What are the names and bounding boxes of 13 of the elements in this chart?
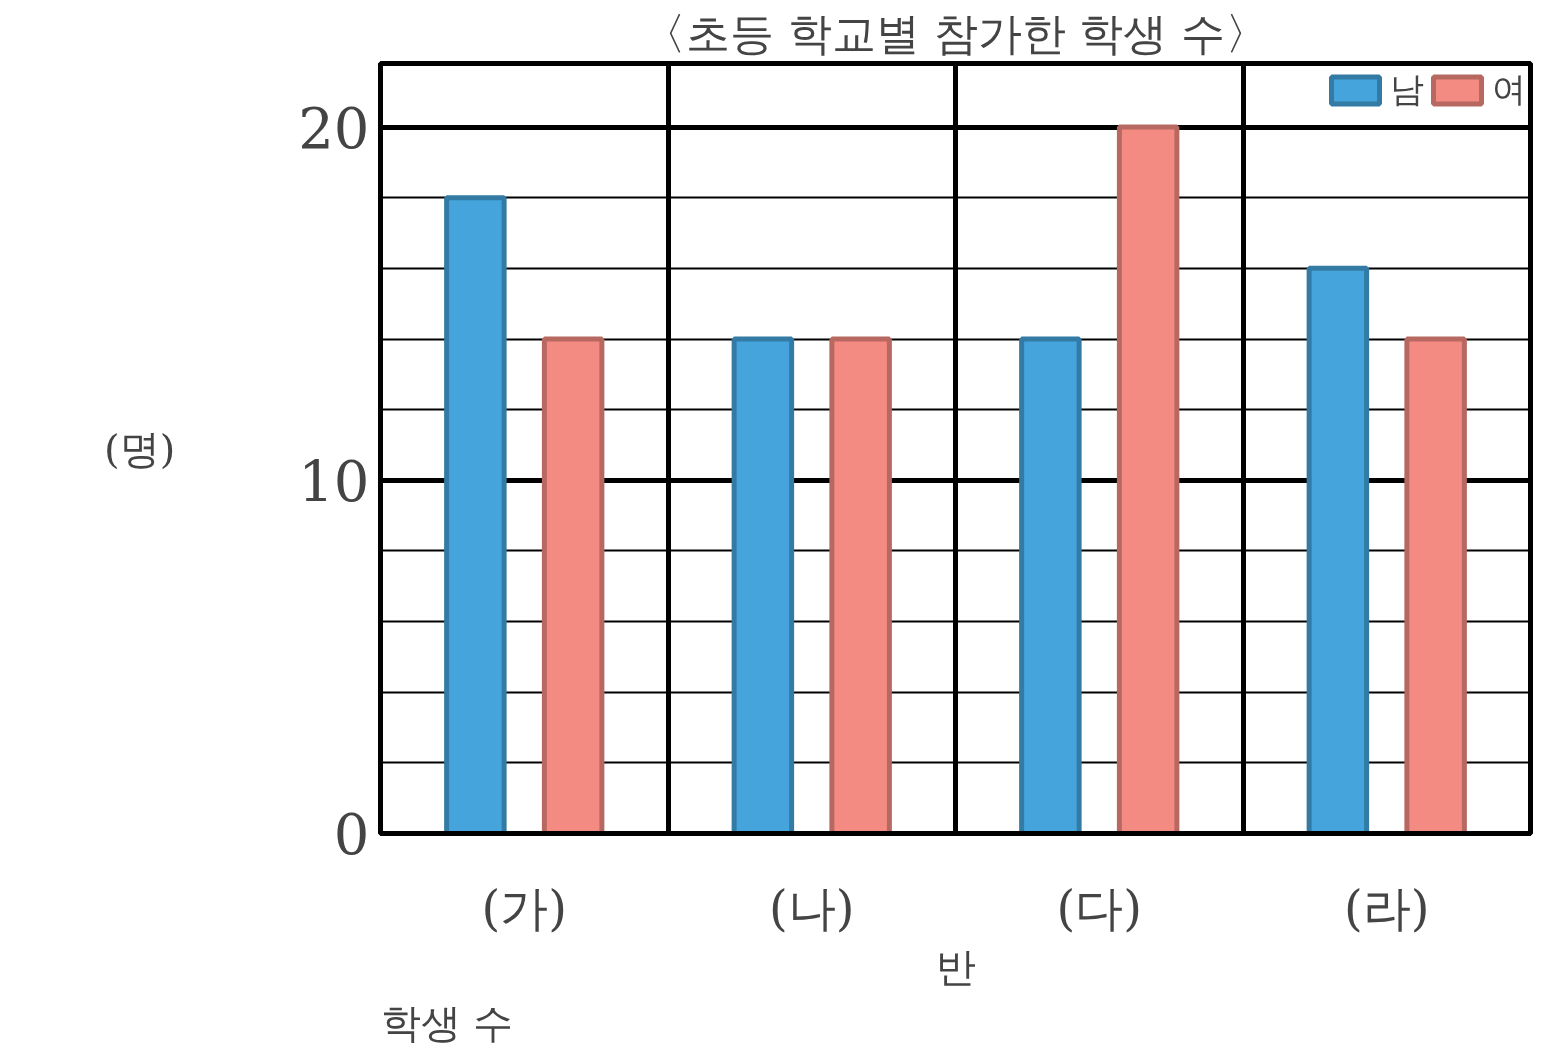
x-tick-label: (가) <box>481 879 567 936</box>
y-tick-label: 0 <box>333 802 370 867</box>
x-tick-label: (라) <box>1344 879 1430 936</box>
x-tick-label: (나) <box>769 879 855 936</box>
y-tick-label: 20 <box>298 95 370 161</box>
y-axis-title: (명) <box>104 425 176 472</box>
y-tick-label: 10 <box>298 448 370 514</box>
text: 학생 수 <box>380 999 514 1046</box>
legend-label: 남 <box>1390 68 1424 111</box>
x-axis-title: 반 <box>935 943 976 990</box>
chart-title: 〈초등 학교별 참가한 학생 수〉 <box>641 7 1270 59</box>
legend-label: 여 <box>1492 68 1526 111</box>
x-tick-label: (다) <box>1056 879 1142 936</box>
